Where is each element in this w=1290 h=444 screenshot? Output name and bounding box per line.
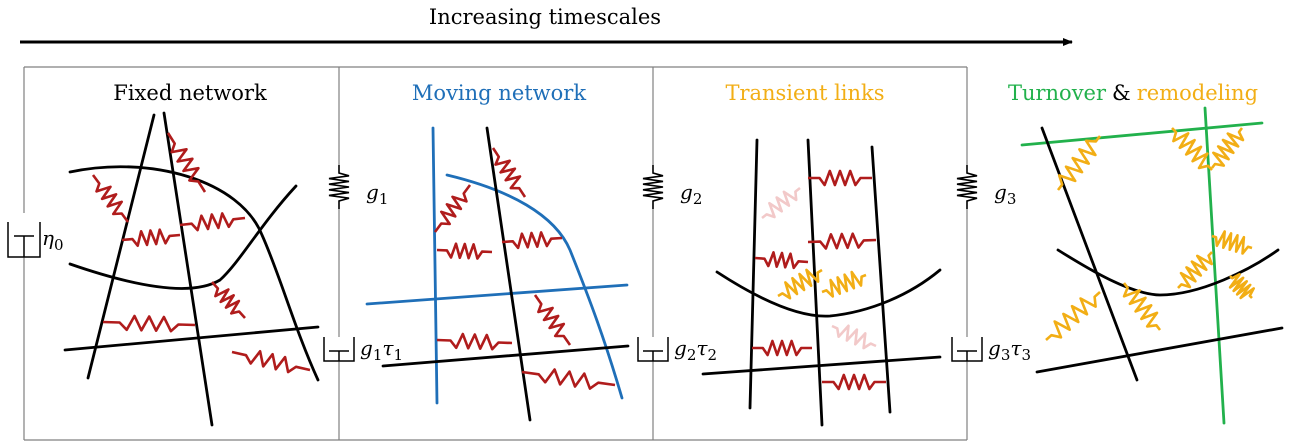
dashpot-g2tau2 bbox=[637, 337, 669, 362]
crosslink-springs bbox=[433, 147, 616, 390]
panel-title-fixed: Fixed network bbox=[113, 81, 267, 105]
broken-link bbox=[831, 324, 877, 350]
dashpot-body bbox=[637, 337, 669, 362]
transient-links bbox=[777, 268, 867, 300]
timescale-label: Increasing timescales bbox=[429, 5, 661, 29]
spring-link bbox=[179, 212, 246, 232]
polymer-strands bbox=[1035, 126, 1284, 382]
spring-link bbox=[436, 332, 513, 351]
remodeling-link bbox=[1122, 282, 1162, 331]
spring-link bbox=[752, 339, 812, 357]
remodeling-link bbox=[1056, 135, 1102, 191]
spring-link bbox=[491, 147, 527, 198]
spring-coil bbox=[956, 165, 978, 209]
g1tau1-label: g1τ1 bbox=[360, 336, 403, 364]
remodeling-link bbox=[1045, 291, 1101, 341]
spring-link bbox=[91, 174, 130, 223]
panel-fixed-network: Fixed network bbox=[63, 81, 320, 427]
spring-g1 bbox=[328, 165, 350, 209]
dashpot-body bbox=[323, 337, 355, 362]
dashpot-g1tau1 bbox=[323, 337, 355, 362]
spring-g2 bbox=[642, 165, 664, 209]
g3-label: g3 bbox=[994, 180, 1016, 208]
spring-link bbox=[822, 373, 886, 391]
panel-frame bbox=[23, 66, 968, 441]
spring-link bbox=[433, 184, 472, 233]
spring-link bbox=[533, 294, 572, 346]
g2-label: g2 bbox=[680, 180, 702, 208]
spring-link bbox=[807, 232, 877, 250]
spring-coil bbox=[642, 165, 664, 209]
panel-turnover-remodeling: Turnover & remodeling bbox=[1008, 81, 1284, 425]
spring-link bbox=[211, 281, 246, 319]
polymer-strands bbox=[63, 111, 320, 427]
spring-link bbox=[754, 251, 809, 270]
dashpot-eta0 bbox=[7, 222, 41, 258]
remodeling-link bbox=[1177, 251, 1213, 289]
moving-strands bbox=[365, 126, 629, 405]
spring-link bbox=[436, 242, 493, 260]
polymer-strands bbox=[701, 138, 942, 427]
panel-moving-network: Moving network bbox=[365, 81, 630, 422]
broken-links bbox=[761, 186, 877, 350]
remodeling-link bbox=[1171, 127, 1213, 171]
broken-link bbox=[761, 186, 801, 220]
panel-title-turnover: Turnover & remodeling bbox=[1008, 81, 1258, 105]
spring-link bbox=[231, 350, 311, 374]
remodeling-link bbox=[1228, 273, 1255, 300]
dashpot-g3tau3 bbox=[951, 337, 983, 362]
crosslink-springs bbox=[752, 169, 886, 391]
spring-link bbox=[166, 132, 207, 193]
spring-coil bbox=[328, 165, 350, 209]
g2tau2-label: g2τ2 bbox=[674, 336, 717, 364]
panel-transient-links: Transient links bbox=[701, 81, 942, 427]
spring-link bbox=[808, 169, 872, 187]
spring-link bbox=[121, 228, 181, 247]
spring-link bbox=[501, 231, 563, 250]
spring-g3 bbox=[956, 165, 978, 209]
crosslink-springs bbox=[91, 132, 311, 374]
spring-link bbox=[102, 314, 196, 333]
remodeling-links bbox=[1045, 127, 1255, 341]
spring-link bbox=[521, 368, 616, 390]
panel-title-moving: Moving network bbox=[412, 81, 586, 105]
dashpot-body bbox=[951, 337, 983, 362]
panel-title-transient: Transient links bbox=[725, 81, 884, 105]
remodeling-link bbox=[1210, 127, 1245, 169]
g1-label: g1 bbox=[366, 180, 388, 208]
transient-link bbox=[777, 268, 823, 300]
g3tau3-label: g3τ3 bbox=[988, 336, 1031, 364]
turnover-strands bbox=[1020, 106, 1264, 425]
eta0-label: η0 bbox=[42, 226, 64, 254]
remodeling-link bbox=[1211, 230, 1253, 255]
transient-link bbox=[821, 270, 867, 298]
